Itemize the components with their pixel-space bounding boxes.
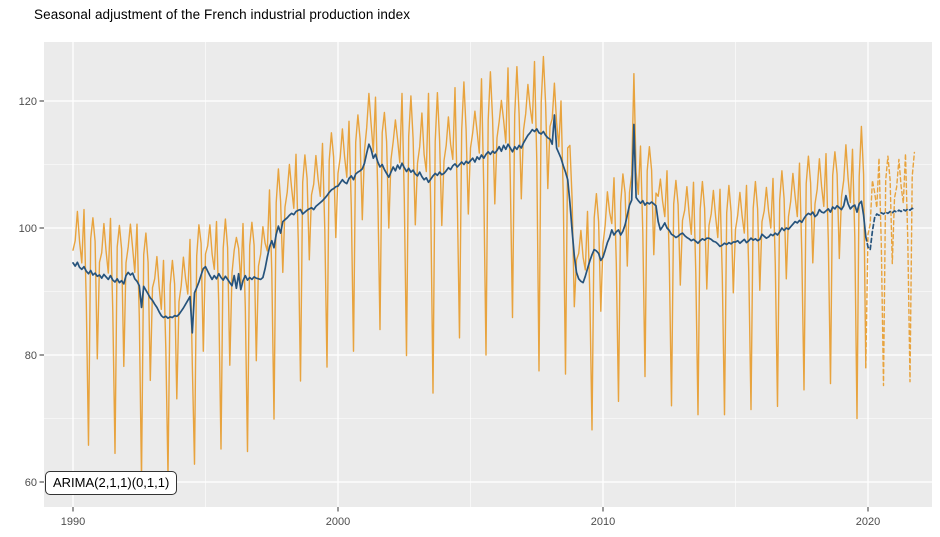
chart-title: Seasonal adjustment of the French indust… <box>34 7 411 22</box>
y-tick-label: 80 <box>25 350 37 362</box>
x-tick-label: 2010 <box>591 516 615 528</box>
x-tick-label: 2020 <box>856 516 880 528</box>
unadjusted-index-observed-line <box>72 55 867 480</box>
unadjusted-index-forecast-line <box>865 151 916 387</box>
arima-model-annotation: ARIMA(2,1,1)(0,1,1) <box>45 471 178 495</box>
seasonally-adjusted-index-observed-line <box>72 114 867 334</box>
y-tick-label: 100 <box>19 223 37 235</box>
x-tick-label: 2000 <box>326 516 350 528</box>
y-tick-label: 120 <box>19 96 37 108</box>
seasonally-adjusted-index-forecast-line <box>864 207 916 251</box>
y-tick-label: 60 <box>25 477 37 489</box>
x-tick-label: 1990 <box>61 516 85 528</box>
